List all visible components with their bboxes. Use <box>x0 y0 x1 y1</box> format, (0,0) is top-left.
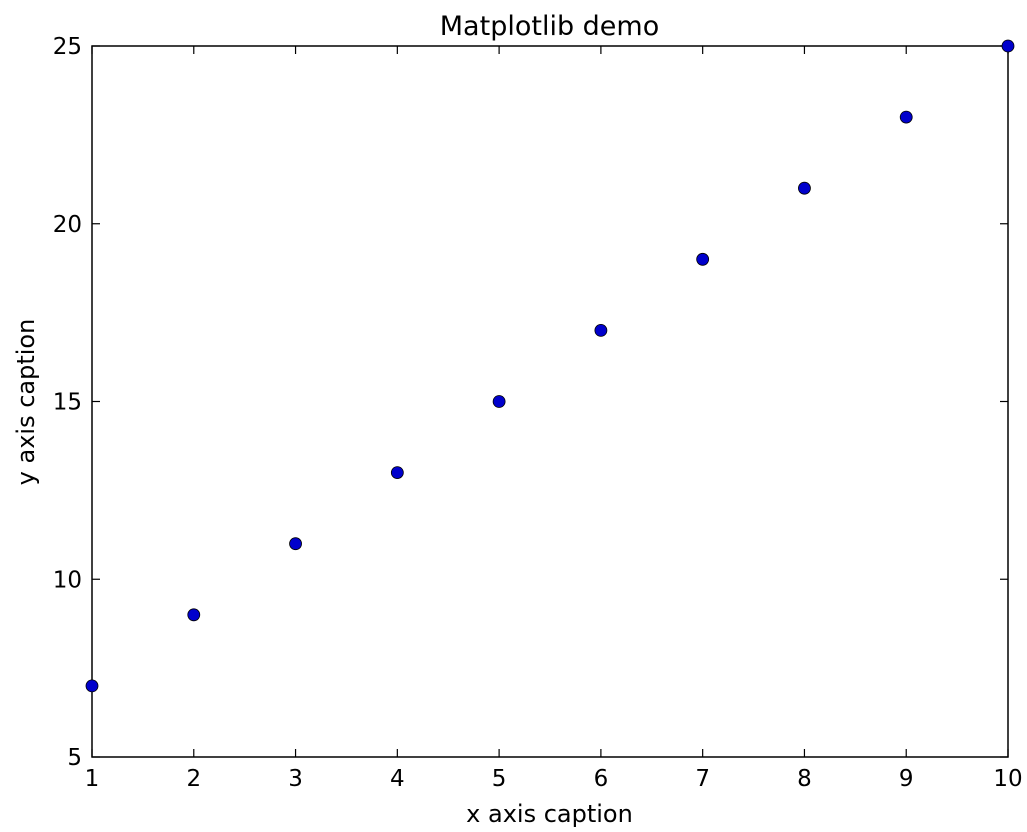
x-tick-label: 6 <box>594 766 609 792</box>
x-tick-label: 2 <box>186 766 201 792</box>
x-axis-label: x axis caption <box>466 800 633 828</box>
y-tick-label: 25 <box>53 34 82 60</box>
y-tick-label: 10 <box>53 567 82 593</box>
data-point <box>492 395 506 408</box>
x-tick-label: 4 <box>390 766 405 792</box>
y-tick-label: 20 <box>53 212 82 238</box>
x-tick-label: 5 <box>492 766 507 792</box>
plot-area: 1 2 3 4 5 6 7 8 9 10 5 10 15 20 25 <box>53 34 1023 792</box>
x-tick-label: 3 <box>288 766 303 792</box>
chart-title: Matplotlib demo <box>440 11 659 42</box>
data-point <box>1001 39 1015 53</box>
x-tick-label: 9 <box>899 766 914 792</box>
y-tick-label: 5 <box>67 745 82 771</box>
y-axis-label: y axis caption <box>12 319 40 486</box>
data-point <box>594 323 608 337</box>
x-tick-label: 1 <box>85 766 100 792</box>
y-tick-label: 15 <box>53 390 82 416</box>
x-tick-label: 8 <box>797 766 812 792</box>
data-point <box>390 466 404 480</box>
data-point <box>798 181 811 195</box>
data-point <box>85 679 99 693</box>
data-point <box>899 110 913 124</box>
axes-frame <box>91 45 1009 758</box>
x-tick-label: 10 <box>993 766 1022 792</box>
data-point <box>289 537 302 551</box>
data-point <box>696 252 710 266</box>
data-point <box>187 608 201 622</box>
x-tick-label: 7 <box>695 766 710 792</box>
